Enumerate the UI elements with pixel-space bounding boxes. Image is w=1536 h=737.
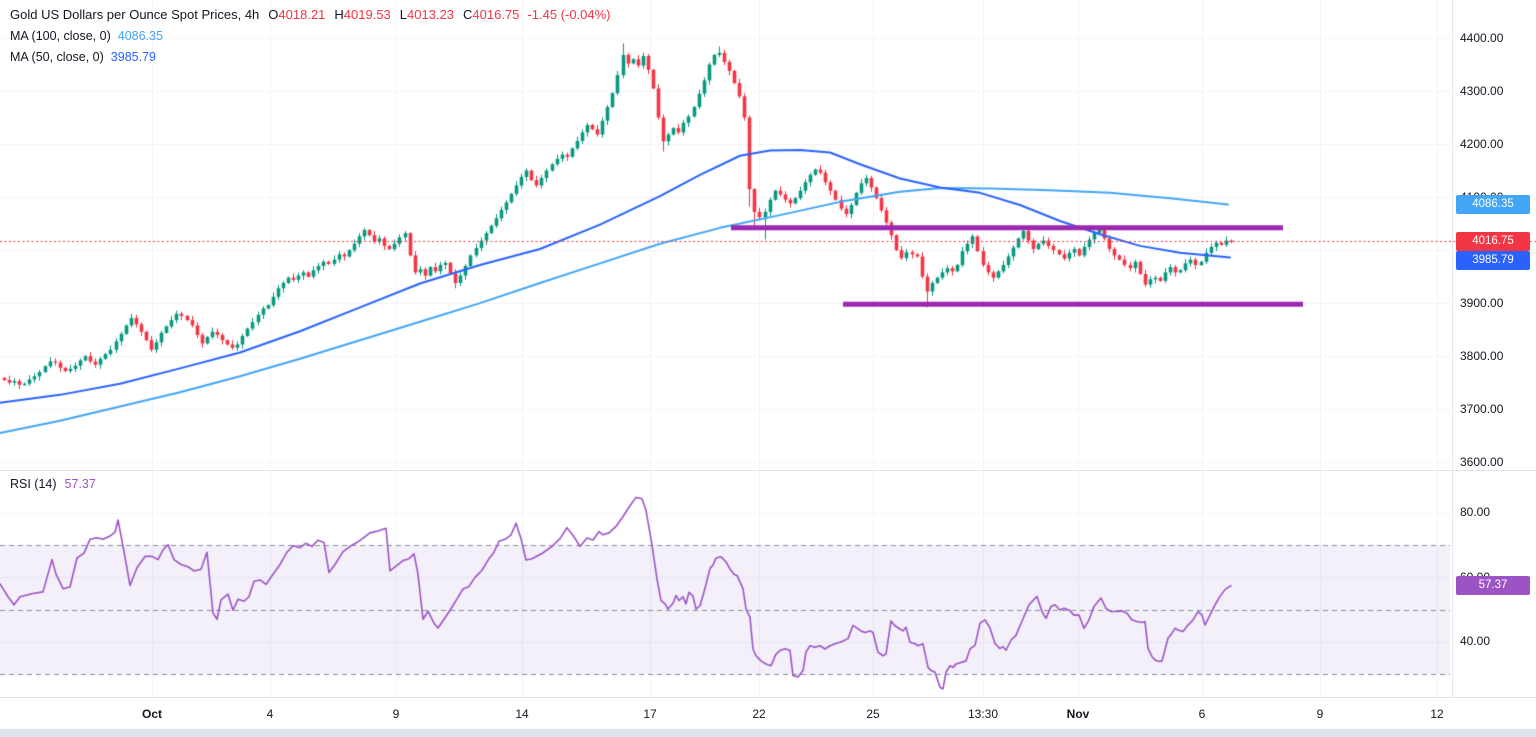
ma100-price-badge: 4086.35	[1456, 194, 1530, 214]
ma50-label: MA (50, close, 0)	[10, 50, 104, 64]
ohlc-low-value: 4013.23	[407, 7, 455, 22]
time-tick-label: 9	[1316, 707, 1324, 721]
ohlc-close-label: C	[463, 7, 473, 22]
time-tick-label: 22	[752, 707, 766, 721]
price-axis-separator	[1452, 0, 1453, 697]
rsi-tick-label: 40.00	[1460, 634, 1491, 649]
time-tick-label: 9	[392, 707, 400, 721]
ohlc-high-value: 4019.53	[343, 7, 391, 22]
ohlc-close-value: 4016.75	[472, 7, 520, 22]
rsi-legend-row[interactable]: RSI (14) 57.37	[10, 477, 96, 491]
price-tick-label: 3700.00	[1460, 401, 1504, 416]
time-axis-separator	[0, 697, 1536, 698]
ohlc-open-value: 4018.21	[278, 7, 326, 22]
rsi-tick-label: 80.00	[1460, 505, 1491, 520]
bottom-strip	[0, 729, 1536, 737]
ohlc-high-label: H	[334, 7, 344, 22]
price-tick-label: 4300.00	[1460, 83, 1504, 98]
ma50-legend-row[interactable]: MA (50, close, 0) 3985.79	[10, 47, 611, 68]
ma50-price-badge: 3985.79	[1456, 250, 1530, 270]
time-tick-label: 14	[515, 707, 529, 721]
ohlc-open-label: O	[268, 7, 279, 22]
symbol-title: Gold US Dollars per Ounce Spot Prices, 4…	[10, 7, 260, 22]
time-tick-label: Nov	[1066, 707, 1090, 721]
ma50-value: 3985.79	[110, 50, 156, 64]
time-tick-label: 13:30	[967, 707, 999, 721]
price-tick-label: 3600.00	[1460, 454, 1504, 469]
time-tick-label: Oct	[141, 707, 162, 721]
price-tick-label: 3900.00	[1460, 295, 1504, 310]
symbol-legend: Gold US Dollars per Ounce Spot Prices, 4…	[10, 5, 611, 68]
time-tick-label: 25	[866, 707, 880, 721]
time-tick-label: 4	[266, 707, 274, 721]
ohlc-low-label: L	[399, 7, 408, 22]
price-tick-label: 4400.00	[1460, 30, 1504, 45]
last-price-badge: 4016.75	[1456, 231, 1530, 251]
time-tick-label: 17	[643, 707, 657, 721]
price-tick-label: 4200.00	[1460, 136, 1504, 151]
time-tick-label: 6	[1198, 707, 1206, 721]
ma100-value: 4086.35	[117, 29, 163, 43]
pane-separator[interactable]	[0, 470, 1536, 471]
symbol-title-row: Gold US Dollars per Ounce Spot Prices, 4…	[10, 5, 611, 26]
rsi-value: 57.37	[64, 477, 96, 491]
rsi-value-badge: 57.37	[1456, 576, 1530, 596]
rsi-label: RSI (14)	[10, 477, 57, 491]
time-tick-label: 12	[1430, 707, 1444, 721]
ma100-label: MA (100, close, 0)	[10, 29, 111, 43]
ma100-legend-row[interactable]: MA (100, close, 0) 4086.35	[10, 26, 611, 47]
price-tick-label: 3800.00	[1460, 348, 1504, 363]
price-change: -1.45 (-0.04%)	[527, 7, 611, 22]
